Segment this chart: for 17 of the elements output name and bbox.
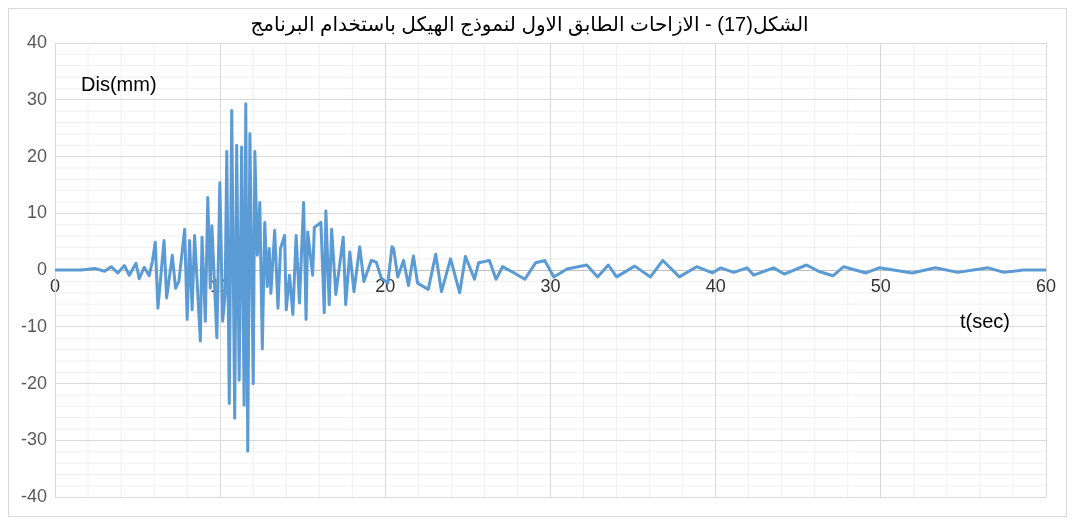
x-tick-label: 30 — [540, 275, 561, 296]
y-tick-label: 40 — [26, 31, 48, 52]
y-tick-label: -30 — [21, 429, 48, 450]
x-tick-label: 50 — [870, 275, 891, 296]
y-tick-label: -40 — [21, 486, 48, 507]
y-tick-label: -10 — [21, 315, 48, 336]
y-tick-label: 20 — [26, 145, 48, 166]
y-tick-label: -20 — [21, 372, 48, 393]
y-tick-label: 0 — [37, 259, 48, 280]
y-axis-title: Dis(mm) — [81, 72, 157, 95]
x-tick-label: 60 — [1035, 275, 1057, 296]
x-axis-title: t(sec) — [960, 309, 1010, 332]
x-tick-label: 40 — [705, 275, 726, 296]
y-tick-label: 10 — [26, 202, 48, 223]
y-tick-label: 30 — [26, 88, 48, 109]
x-tick-label: 0 — [50, 275, 61, 296]
chart-title: الشكل(17) - الازاحات الطابق الاول لنموذج الهيكل باستخدام البرنامج — [250, 12, 809, 36]
